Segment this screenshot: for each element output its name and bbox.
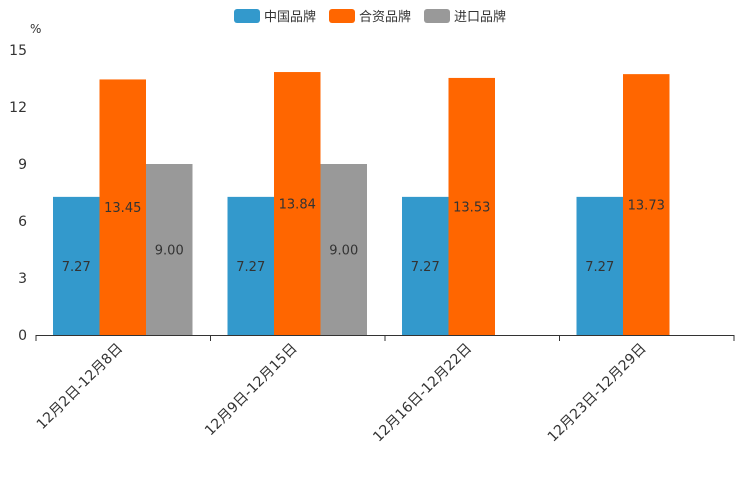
y-tick-label: 9	[18, 157, 27, 173]
bar-joint-venture-brand[interactable]	[99, 79, 147, 335]
y-axis: 0 3 6 9 12 15	[9, 43, 27, 344]
bar-joint-venture-brand[interactable]	[448, 77, 496, 336]
data-label-china-brand: 7.27	[411, 260, 440, 275]
x-tick-label: 12月2日-12月8日	[34, 341, 126, 433]
x-tick-label: 12月16日-12月22日	[370, 341, 475, 446]
bar-china-brand[interactable]	[576, 196, 624, 335]
legend-swatch-joint-venture-brand[interactable]	[329, 9, 355, 23]
bar-china-brand[interactable]	[53, 196, 100, 335]
bar-import-brand[interactable]	[320, 164, 368, 335]
data-label-china-brand: 7.27	[585, 260, 614, 275]
bar-china-brand[interactable]	[402, 196, 449, 335]
data-label-import-brand: 9.00	[329, 244, 358, 259]
legend: 中国品牌 合资品牌 进口品牌	[234, 9, 506, 25]
y-tick-label: 15	[9, 43, 27, 59]
data-label-joint-venture-brand: 13.45	[104, 201, 141, 216]
x-axis: 12月2日-12月8日 12月9日-12月15日 12月16日-12月22日 12月2…	[34, 335, 735, 446]
bar-joint-venture-brand[interactable]	[274, 72, 321, 335]
x-tick-label: 12月9日-12月15日	[202, 341, 301, 440]
data-label-import-brand: 9.00	[155, 244, 184, 259]
data-label-joint-venture-brand: 13.73	[628, 199, 665, 214]
legend-label-china-brand[interactable]: 中国品牌	[264, 9, 316, 25]
legend-swatch-china-brand[interactable]	[234, 9, 260, 23]
y-tick-label: 6	[18, 214, 27, 230]
y-tick-label: 12	[9, 100, 27, 116]
x-tick-label: 12月23日-12月29日	[545, 341, 650, 446]
legend-label-import-brand[interactable]: 进口品牌	[454, 9, 506, 25]
data-label-china-brand: 7.27	[62, 260, 91, 275]
data-labels: 7.27 13.45 9.00 7.27 13.84 9.00 7.27 13.53 7.27 1…	[62, 198, 665, 275]
data-label-joint-venture-brand: 13.53	[453, 200, 490, 215]
bar-import-brand[interactable]	[146, 164, 193, 335]
y-axis-unit-label: %	[30, 22, 41, 36]
legend-swatch-import-brand[interactable]	[424, 9, 450, 23]
bar-china-brand[interactable]	[227, 196, 275, 335]
data-label-joint-venture-brand: 13.84	[279, 198, 316, 213]
bar-joint-venture-brand[interactable]	[623, 74, 670, 335]
legend-label-joint-venture-brand[interactable]: 合资品牌	[359, 9, 411, 25]
y-tick-label: 0	[18, 328, 27, 344]
plot-area	[53, 72, 670, 336]
y-tick-label: 3	[18, 271, 27, 287]
data-label-china-brand: 7.27	[236, 260, 265, 275]
